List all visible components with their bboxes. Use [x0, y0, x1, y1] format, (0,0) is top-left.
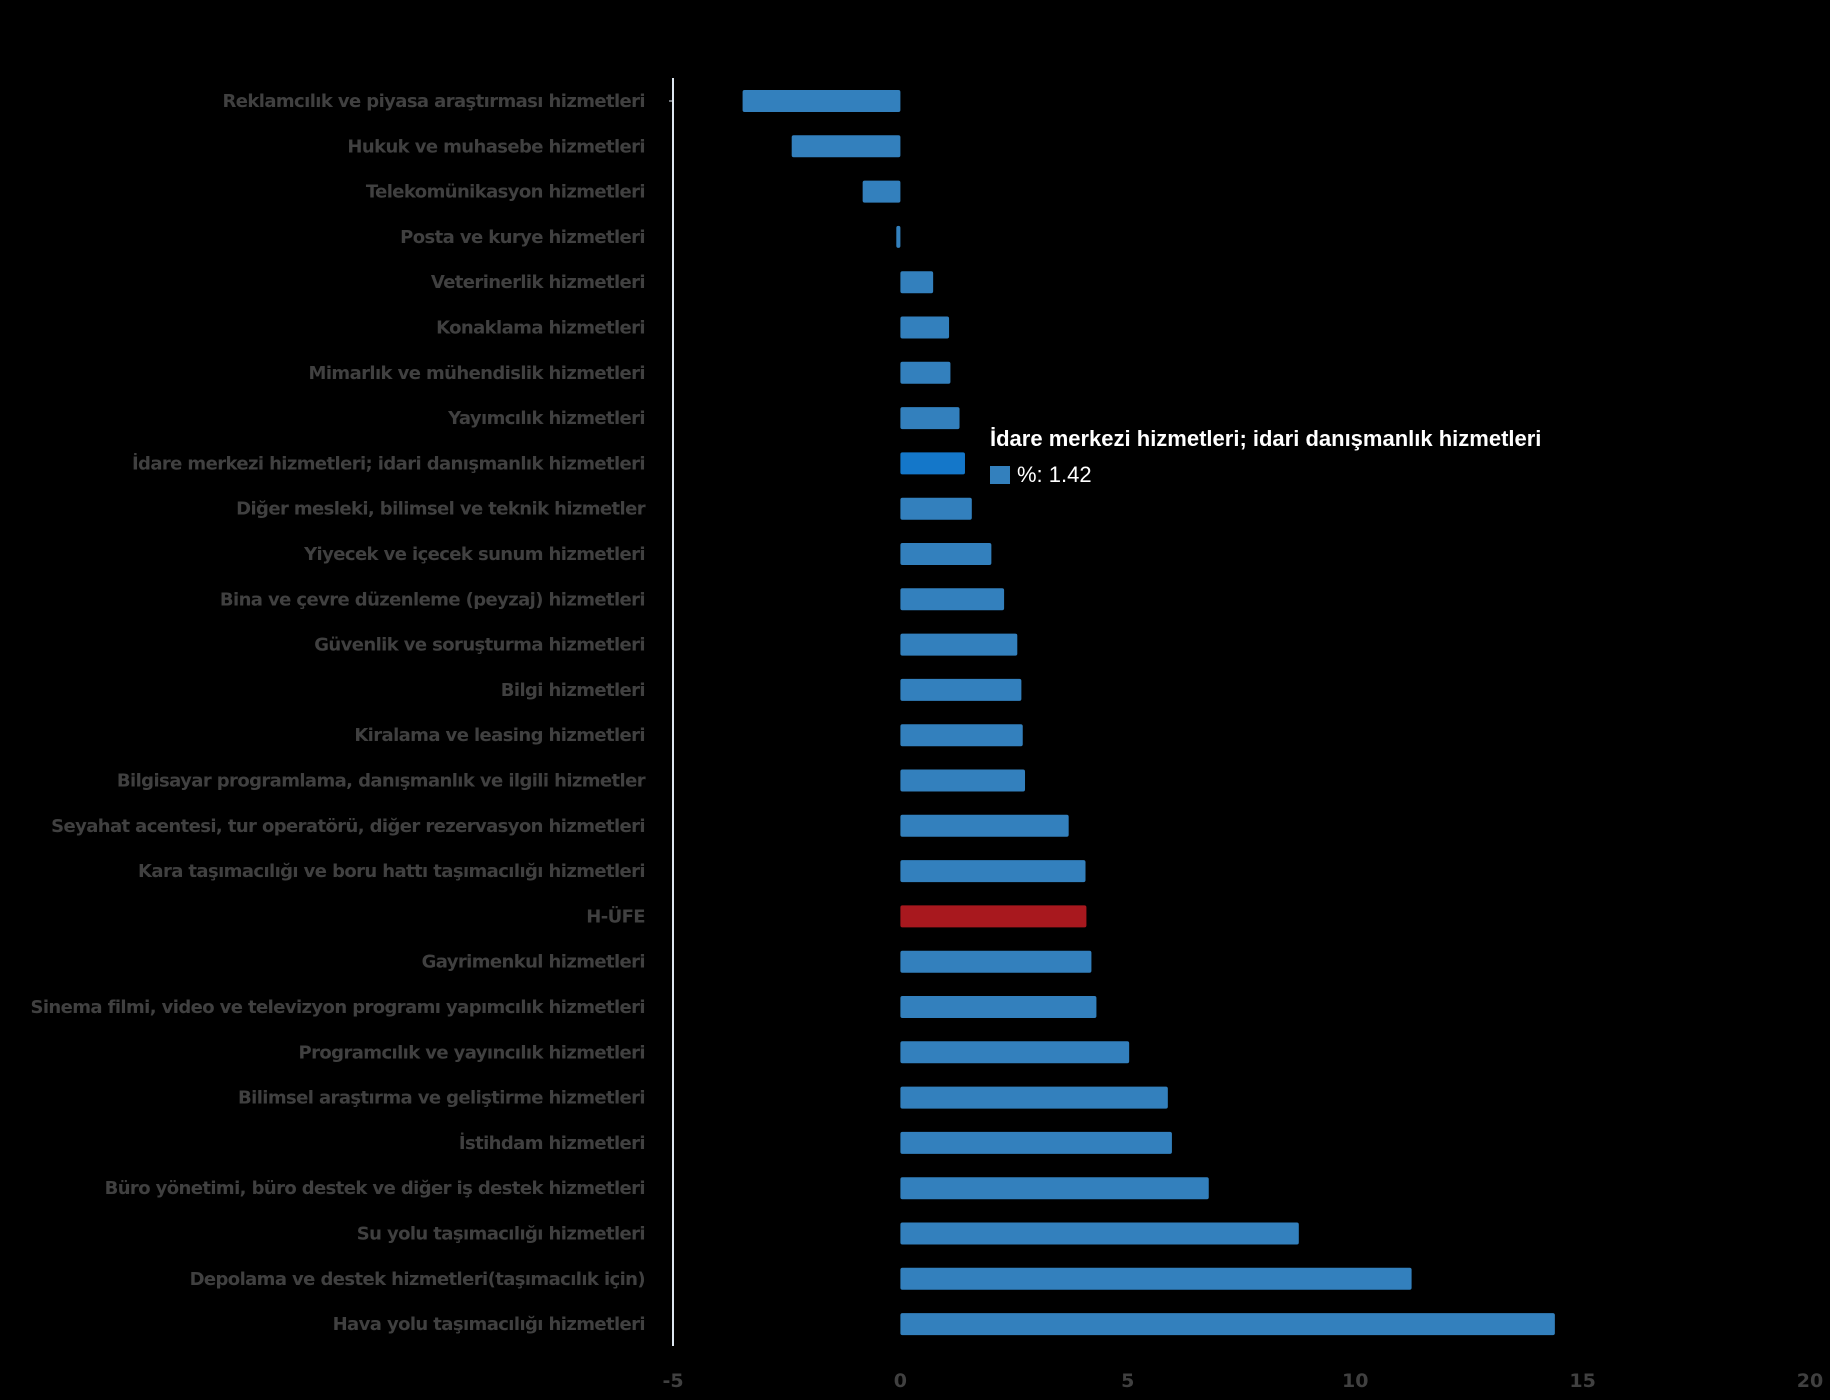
tooltip-row: %: 1.42 [990, 462, 1541, 488]
bar[interactable] [900, 996, 1097, 1018]
bar[interactable] [900, 1177, 1209, 1200]
x-tick-label: 15 [1569, 1370, 1595, 1392]
tooltip: İdare merkezi hizmetleri; idari danışman… [990, 426, 1541, 488]
category-label: Kara taşımacılığı ve boru hattı taşımacı… [138, 861, 645, 882]
bar[interactable] [900, 497, 972, 520]
category-label: Posta ve kurye hizmetleri [400, 227, 645, 248]
category-label: İstihdam hizmetleri [459, 1132, 645, 1154]
bar[interactable] [900, 271, 934, 294]
category-label: İdare merkezi hizmetleri; idari danışman… [132, 452, 645, 474]
category-label: Reklamcılık ve piyasa araştırması hizmet… [223, 91, 645, 112]
bar[interactable] [900, 588, 1005, 611]
category-label: Yayımcılık hizmetleri [447, 408, 645, 429]
category-label: Büro yönetimi, büro destek ve diğer iş d… [105, 1178, 645, 1199]
bar[interactable] [862, 180, 901, 203]
bar[interactable] [900, 543, 992, 565]
bar[interactable] [791, 135, 901, 158]
bar[interactable] [900, 950, 1092, 973]
bar[interactable] [900, 1131, 1172, 1154]
category-label: H-ÜFE [586, 905, 645, 927]
bars [742, 90, 1555, 1336]
bar[interactable] [900, 316, 950, 339]
category-label: Telekomünikasyon hizmetleri [366, 182, 645, 203]
bar[interactable] [900, 1086, 1168, 1109]
category-label: Bilgisayar programlama, danışmanlık ve i… [117, 771, 646, 792]
tooltip-series-swatch [990, 466, 1010, 484]
bar[interactable] [900, 860, 1086, 883]
category-label: Gayrimenkul hizmetleri [422, 952, 645, 973]
bar[interactable] [900, 407, 960, 430]
bar[interactable] [900, 769, 1026, 792]
bar[interactable] [900, 1222, 1299, 1245]
category-label: Konaklama hizmetleri [436, 318, 645, 339]
category-label: Mimarlık ve mühendislik hizmetleri [309, 363, 645, 384]
x-tick-label: 10 [1342, 1370, 1368, 1392]
bar[interactable] [896, 225, 901, 248]
x-tick-label: -5 [662, 1370, 683, 1392]
category-label: Veterinerlik hizmetleri [431, 272, 645, 293]
bar-highlighted[interactable] [900, 452, 965, 475]
category-label: Yiyecek ve içecek sunum hizmetleri [303, 544, 645, 565]
tooltip-title: İdare merkezi hizmetleri; idari danışman… [990, 426, 1542, 451]
category-label: Su yolu taşımacılığı hizmetleri [357, 1224, 645, 1245]
x-tick-label: 0 [894, 1370, 907, 1392]
category-labels: Reklamcılık ve piyasa araştırması hizmet… [30, 91, 646, 1335]
x-tick-label: 20 [1797, 1370, 1823, 1392]
bar[interactable] [742, 90, 901, 112]
x-tick-label: 5 [1121, 1370, 1134, 1392]
bar-reference[interactable] [900, 905, 1087, 928]
tooltip-value: %: 1.42 [1017, 462, 1092, 487]
bar[interactable] [900, 361, 951, 384]
category-label: Seyahat acentesi, tur operatörü, diğer r… [51, 816, 645, 837]
category-label: Kiralama ve leasing hizmetleri [354, 725, 645, 746]
x-axis-tick-labels: -5 0 5 10 15 20 [662, 1370, 1823, 1392]
category-label: Programcılık ve yayıncılık hizmetleri [299, 1042, 645, 1063]
bar[interactable] [900, 633, 1018, 656]
bar[interactable] [900, 814, 1069, 837]
category-label: Hukuk ve muhasebe hizmetleri [347, 136, 645, 157]
bar[interactable] [900, 678, 1022, 701]
bar[interactable] [900, 1267, 1412, 1290]
category-label: Güvenlik ve soruşturma hizmetleri [314, 635, 645, 656]
category-label: Bilimsel araştırma ve geliştirme hizmetl… [238, 1088, 645, 1109]
category-label: Depolama ve destek hizmetleri(taşımacılı… [190, 1269, 645, 1290]
bar[interactable] [900, 724, 1023, 747]
category-label: Bilgi hizmetleri [501, 680, 645, 701]
category-label: Sinema filmi, video ve televizyon progra… [30, 997, 645, 1018]
category-label: Hava yolu taşımacılığı hizmetleri [333, 1314, 645, 1335]
bar[interactable] [900, 1313, 1555, 1336]
category-label: Bina ve çevre düzenleme (peyzaj) hizmetl… [220, 589, 645, 610]
bar[interactable] [900, 1041, 1130, 1064]
category-label: Diğer mesleki, bilimsel ve teknik hizmet… [236, 499, 646, 520]
